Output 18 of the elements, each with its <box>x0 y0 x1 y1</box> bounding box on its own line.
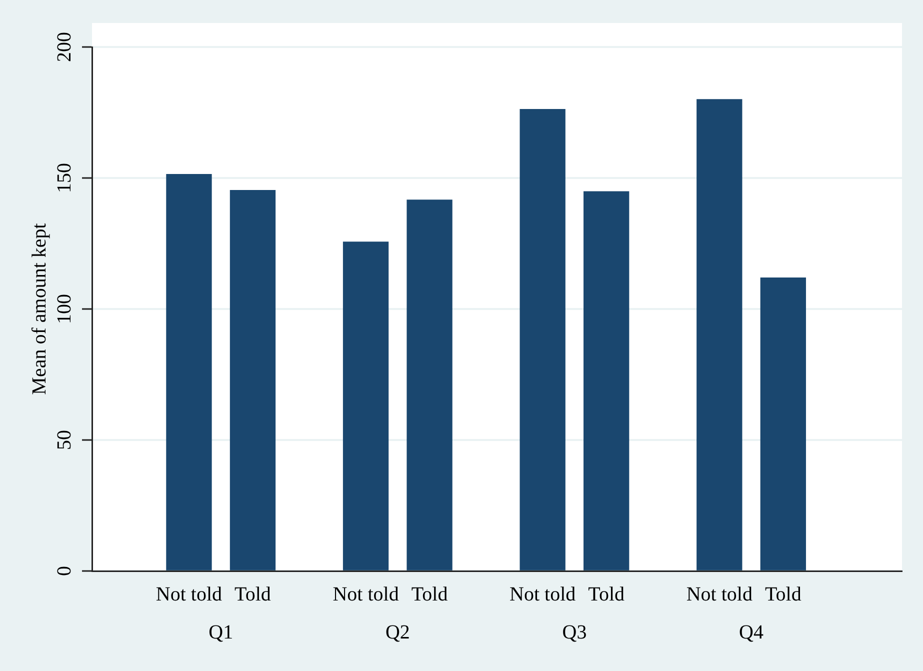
x-tick-label: Told <box>411 583 448 606</box>
text: Q4 <box>739 621 764 644</box>
x-tick-label: Not told <box>332 583 399 606</box>
y-tick-label: 50 <box>53 430 76 450</box>
text: Q2 <box>385 621 410 644</box>
text: Q1 <box>208 621 234 644</box>
x-tick-label: Told <box>764 583 802 606</box>
text: Q3 <box>562 621 587 644</box>
x-tick-label: Not told <box>510 583 576 606</box>
y-tick-label: 0 <box>53 566 76 576</box>
y-tick-label: 200 <box>53 32 76 62</box>
y-tick-label: 100 <box>53 294 76 324</box>
y-tick-label: 150 <box>53 163 76 193</box>
x-tick-label: Not told <box>156 583 222 606</box>
x-tick-label: Told <box>234 583 271 606</box>
y-axis-title: Mean of amount kept <box>28 222 50 395</box>
x-tick-label: Not told <box>686 583 752 606</box>
x-tick-label: Told <box>588 583 625 606</box>
